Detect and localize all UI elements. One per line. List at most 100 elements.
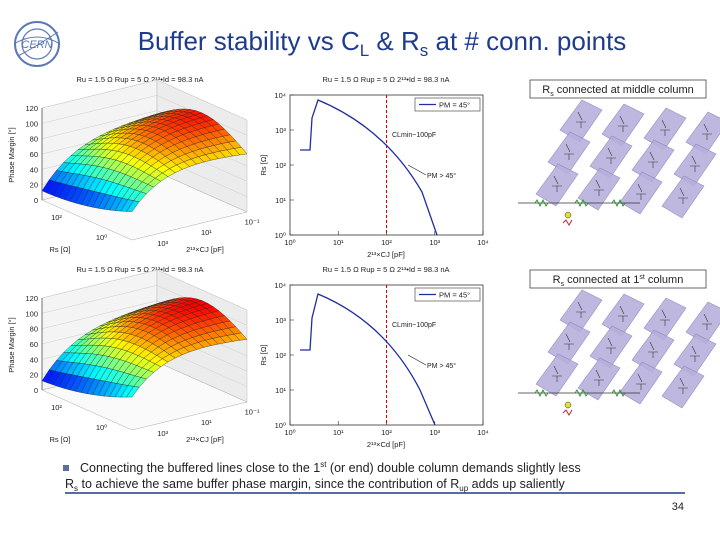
plot-y-tick-label: 10² [275,351,286,360]
caption-part: connected at 1 [564,274,639,286]
pm-curve [300,293,436,426]
plot-annotation: PM > 45° [427,172,456,180]
plot-y-tick-label: 10⁰ [275,231,286,240]
caption-part: R [542,84,550,96]
wall-grid [41,79,248,121]
pixel-cell [535,163,579,207]
resistor [534,388,549,398]
bullet-line: Rs to achieve the same buffer phase marg… [65,477,566,493]
pixel-symbol [648,341,658,358]
surface-tick-label: 20 [30,181,38,190]
pixel-symbol [660,309,670,326]
plot-y-tick-label: 10³ [275,126,286,135]
surface-tick-label: 10¹ [201,418,212,427]
pixel-symbol [594,179,604,196]
surface-z-label: 2¹³×CJ [pF] [186,245,224,254]
logo-text: CERN [21,39,52,51]
plot-x-tick-label: 10⁴ [477,428,489,437]
surface-tick-label: 100 [25,119,38,128]
plot-y-label: Rs [Ω] [259,344,268,365]
plot-y-label: Rs [Ω] [259,154,268,175]
legend-label: PM = 45° [439,291,470,300]
pixel-cell [661,365,705,409]
pixel-cell [631,329,675,373]
pixel-symbol [606,337,616,354]
title-part: & R [369,26,420,56]
plot-y-tick-label: 10⁰ [275,421,286,430]
plot-x-label: 2¹³×CJ [pF] [367,250,405,259]
bullet-marker [63,465,69,471]
pixel-cell [673,143,717,187]
rs-resistor [562,219,573,226]
plot-x-tick-label: 10⁴ [477,238,489,247]
pixel-symbol [618,305,628,322]
surface-tick-label: 10² [51,213,62,222]
pixel-symbol [636,373,646,390]
plot-y-tick-label: 10¹ [275,386,286,395]
title-part: at # conn. points [428,26,626,56]
caption-box [529,269,707,289]
pixel-symbol [690,155,700,172]
pm-curve [300,99,438,236]
resistor [574,388,589,398]
pixel-symbol [678,187,688,204]
plot-y-tick-label: 10¹ [275,196,286,205]
surface-tick-label: 10³ [157,239,168,248]
annotation-arrow [407,164,427,176]
pixel-cell [547,131,591,175]
surface-tick-label: 10⁻¹ [245,408,260,417]
resistor [534,198,549,208]
pixel-symbol [552,365,562,382]
pixel-cell [601,293,645,337]
title-part: Buffer stability vs C [138,26,360,56]
surface-tick-label: 120 [25,294,38,303]
surface-tick-label: 120 [25,104,38,113]
plot-annotation: PM > 45° [427,362,456,370]
plot-y-tick-label: 10³ [275,316,286,325]
plot-x-tick-label: 10⁰ [284,428,295,437]
surface-tick-label: 60 [30,150,38,159]
bullet-part: R [65,477,74,491]
caption-part: connected at middle column [554,84,694,96]
annotation-arrow [407,354,427,366]
surface-tick-label: 40 [30,355,38,364]
pixel-symbol [606,147,616,164]
surface-z-label: 2¹³×CJ [pF] [186,435,224,444]
plot-x-tick-label: 10⁰ [284,238,295,247]
logo: CERN [13,21,61,67]
surface-y-label: Phase Margin [°] [7,317,16,373]
surface-tick-label: 20 [30,371,38,380]
pixel-symbol [678,377,688,394]
surface-title: Ru = 1.5 Ω Rup = 5 Ω 2¹³•Id = 98.3 nA [76,75,203,84]
caption-part: s [561,281,565,288]
wall-grid [41,95,248,136]
pixel-symbol [576,111,586,128]
caption-box [529,79,707,99]
pixel-cell [577,167,621,211]
resistor [611,198,626,208]
legend-label: PM = 45° [439,101,470,110]
title-sub: s [420,41,429,60]
plot-x-tick-label: 10² [381,428,392,437]
pixel-symbol [576,301,586,318]
panel: Ru = 1.5 Ω Rup = 5 Ω 2¹³•Id = 98.3 nA 0 20… [7,75,720,259]
plot-y-tick-label: 10⁴ [274,91,286,100]
pixel-cell [589,135,633,179]
bullet-part: Connecting the buffered lines close to t… [80,461,320,475]
plot-x-label: 2¹³×Cd [pF] [367,440,405,449]
pixel-cell [559,289,603,333]
plot-annotation: CLmin~100pF [392,322,436,329]
legend-box [414,287,481,302]
surface-tick-label: 10¹ [201,228,212,237]
surface-tick-label: 10² [51,403,62,412]
plot-x-tick-label: 10¹ [333,238,344,247]
surface-x-label: Rs [Ω] [49,245,70,254]
bullet-part: adds up saliently [468,477,565,491]
pixel-symbol [618,115,628,132]
circuit-diagram [518,99,720,226]
surface-tick-label: 10⁻¹ [245,218,260,227]
plot-annotation: CLmin~100pF [392,132,436,139]
title-sub: L [360,41,369,60]
plot-x-tick-label: 10³ [429,238,440,247]
